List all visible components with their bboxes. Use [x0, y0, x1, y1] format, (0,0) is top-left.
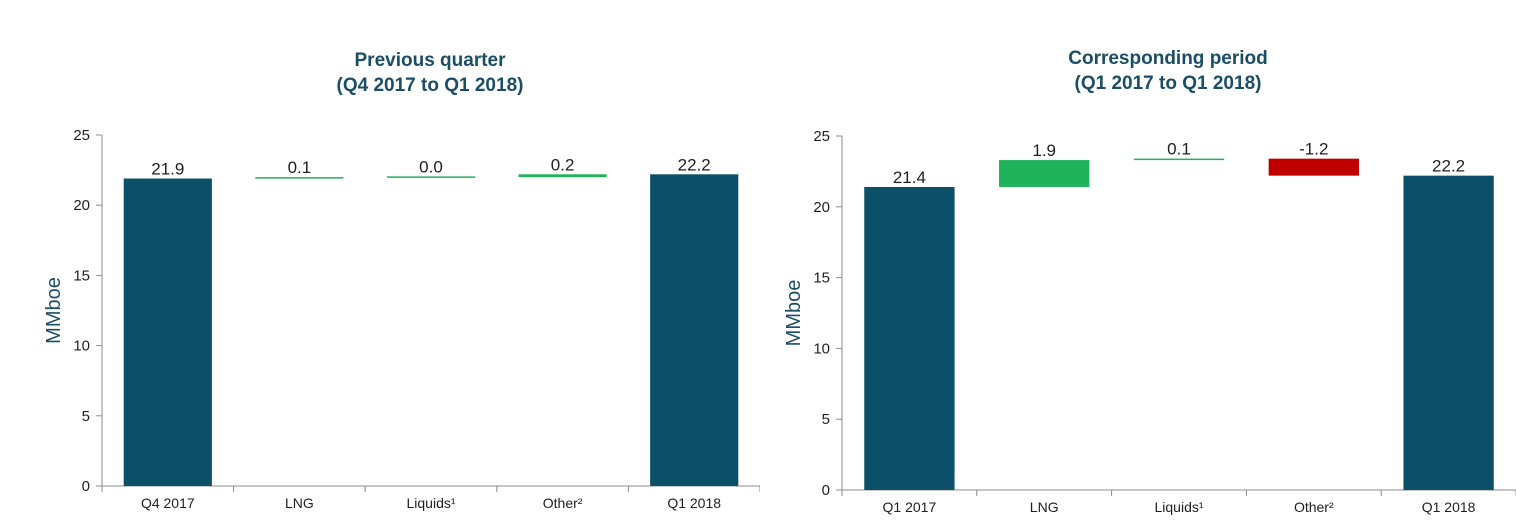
- y-tick-label: 10: [73, 338, 90, 355]
- y-tick-label: 25: [73, 127, 90, 144]
- x-tick-label: Q1 2017: [883, 499, 937, 515]
- x-tick-label: Liquids¹: [1154, 499, 1203, 515]
- data-label: 0.1: [1167, 140, 1191, 159]
- chart-subtitle-text: (Q1 2017 to Q1 2018): [1074, 73, 1262, 94]
- chart-title: Corresponding period (Q1 2017 to Q1 2018…: [938, 46, 1398, 96]
- y-tick-label: 20: [813, 199, 830, 216]
- delta-bar: [1133, 158, 1225, 161]
- y-tick-label: 15: [73, 267, 90, 284]
- delta-bar: [999, 160, 1090, 187]
- y-axis-title: MMboe: [783, 280, 805, 347]
- y-axis-title: MMboe: [43, 277, 65, 344]
- y-tick-label: 20: [73, 197, 90, 214]
- chart-canvas: 0 5 10 15 20 25 MMboe 21.4 Q1 2017 1.9 LNG 0.1 Liqui…: [783, 128, 1516, 515]
- chart-corresponding-period: Corresponding period (Q1 2017 to Q1 2018…: [758, 0, 1516, 522]
- data-label: 0.0: [419, 157, 443, 176]
- chart-subtitle-text: (Q4 2017 to Q1 2018): [336, 75, 524, 96]
- x-tick-label: Other²: [1294, 499, 1334, 515]
- x-tick-label: LNG: [1030, 499, 1059, 515]
- total-bar: [864, 186, 955, 490]
- chart-previous-quarter: Previous quarter (Q4 2017 to Q1 2018) 0 5…: [0, 0, 761, 522]
- chart-title: Previous quarter (Q4 2017 to Q1 2018): [200, 48, 660, 98]
- y-tick-label: 5: [82, 408, 90, 425]
- chart-canvas: 0 5 10 15 20 25 MMboe 21.9 Q4 2017 0.1 LNG 0.0 Liqui…: [43, 127, 761, 511]
- y-tick-label: 0: [82, 478, 90, 495]
- total-bar: [123, 178, 212, 487]
- data-label: 0.1: [288, 158, 312, 177]
- total-bar: [650, 174, 739, 486]
- chart-title-text: Corresponding period: [1068, 48, 1268, 69]
- y-tick-label: 25: [813, 128, 830, 145]
- x-tick-label: Q1 2018: [1422, 499, 1476, 515]
- data-label: 22.2: [678, 155, 711, 174]
- x-tick-label: Q4 2017: [141, 495, 195, 511]
- data-label: 0.2: [551, 155, 575, 174]
- chart-title-text: Previous quarter: [354, 50, 506, 71]
- data-label: 1.9: [1032, 141, 1056, 160]
- x-tick-label: Liquids¹: [406, 495, 455, 511]
- y-tick-label: 0: [822, 482, 830, 499]
- data-label: 21.4: [893, 168, 926, 187]
- data-label: 22.2: [1432, 157, 1465, 176]
- delta-bar: [255, 177, 344, 179]
- total-bar: [1403, 175, 1494, 490]
- x-tick-label: LNG: [285, 495, 314, 511]
- delta-bar: [1268, 158, 1359, 176]
- delta-bar: [386, 176, 476, 178]
- data-label: 21.9: [151, 160, 184, 179]
- delta-bar: [518, 174, 607, 178]
- x-tick-label: Other²: [543, 495, 583, 511]
- y-tick-label: 5: [822, 411, 830, 428]
- y-tick-label: 15: [813, 270, 830, 287]
- x-tick-label: Q1 2018: [667, 495, 721, 511]
- data-label: -1.2: [1299, 140, 1328, 159]
- y-tick-label: 10: [813, 340, 830, 357]
